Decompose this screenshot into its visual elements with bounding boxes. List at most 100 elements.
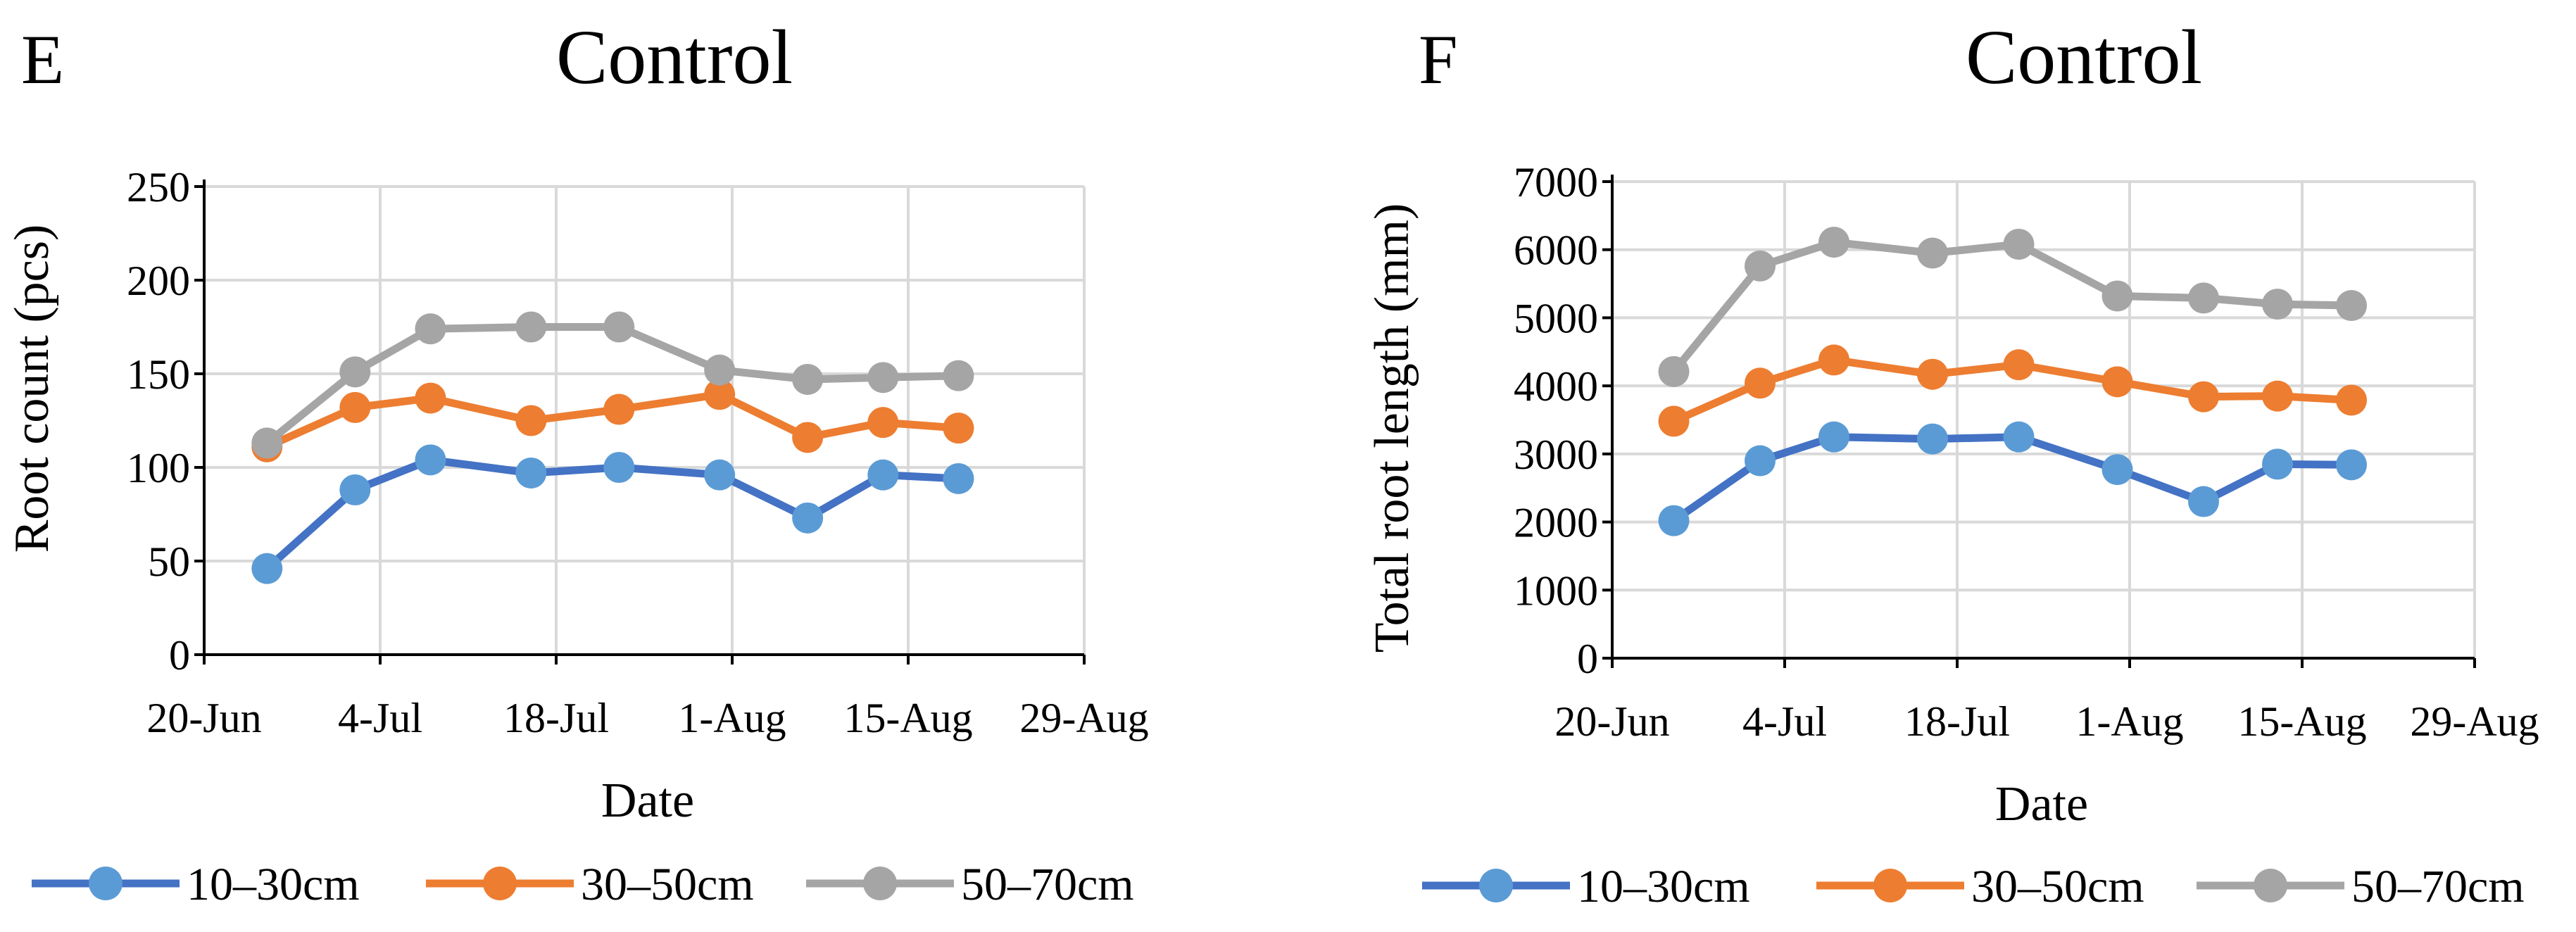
legend-label: 10–30cm [187,859,360,910]
data-point-series-2 [943,413,974,444]
x-tick-label: 29-Aug [1019,695,1148,741]
y-tick-label: 200 [127,258,190,304]
data-point-series-2 [2336,384,2367,416]
data-point-series-3 [415,313,446,345]
x-axis-label: Date [1995,777,2088,831]
legend-entry-1: 10–30cm [32,859,360,910]
data-point-series-3 [943,360,974,391]
data-point-series-3 [867,362,899,393]
data-point-series-1 [1818,421,1849,453]
data-point-series-2 [1917,358,1948,390]
legend: 10–30cm 30–50cm 50–70cm [32,859,1134,910]
data-point-series-3 [1745,250,1776,282]
data-point-series-1 [515,457,547,489]
data-point-series-1 [1745,445,1776,477]
data-point-series-2 [415,382,446,414]
y-tick-label: 3000 [1514,432,1598,478]
chart-title: Control [556,14,793,100]
series-lines [251,311,974,584]
data-point-series-2 [515,405,547,436]
y-tick-label: 0 [1577,636,1598,682]
chart-title: Control [1966,14,2202,100]
axes [1602,175,2476,668]
x-tick-label: 1-Aug [2075,698,2183,745]
data-point-series-1 [704,459,736,491]
data-point-series-1 [2003,421,2035,453]
x-tick-label: 18-Jul [1904,698,2010,745]
data-point-series-2 [1818,344,1849,376]
legend-entry-2: 30–50cm [1816,861,2144,912]
data-point-series-2 [2262,380,2293,412]
data-point-series-1 [603,452,635,483]
legend: 10–30cm 30–50cm 50–70cm [1422,861,2525,912]
x-tick-labels: 20-Jun 4-Jul 18-Jul 1-Aug 15-Aug 29-Aug [146,695,1148,741]
data-point-series-2 [2188,381,2219,413]
data-point-series-1 [2188,486,2219,517]
legend-entry-2: 30–50cm [426,859,754,910]
y-tick-label: 5000 [1514,295,1598,341]
y-tick-label: 4000 [1514,363,1598,410]
data-point-series-3 [1818,227,1849,258]
data-point-series-1 [2336,449,2367,481]
panel-label: F [1419,20,1458,99]
y-tick-labels: 0 1000 2000 3000 4000 5000 6000 7000 [1514,159,1598,682]
x-tick-label: 29-Aug [2410,698,2539,745]
data-point-series-2 [339,391,371,423]
y-tick-label: 1000 [1514,567,1598,614]
data-point-series-3 [2101,280,2133,312]
axes [194,180,1086,665]
legend-label: 30–50cm [1971,861,2144,912]
y-tick-label: 150 [127,351,190,398]
x-tick-label: 20-Jun [146,695,261,741]
legend-marker [89,867,122,900]
legend-label: 30–50cm [581,859,754,910]
data-point-series-3 [251,427,283,459]
data-point-series-1 [792,502,824,534]
data-point-series-3 [603,311,635,343]
x-tick-label: 20-Jun [1554,698,1669,745]
y-tick-label: 50 [148,539,190,585]
legend-entry-3: 50–70cm [2197,861,2525,912]
data-point-series-3 [339,356,371,388]
data-point-series-1 [415,444,446,476]
data-point-series-2 [792,422,824,453]
y-tick-label: 250 [127,164,190,210]
data-point-series-3 [2188,282,2219,314]
data-point-series-1 [1658,505,1690,536]
y-tick-label: 6000 [1514,227,1598,274]
legend-label: 50–70cm [961,859,1134,910]
x-tick-labels: 20-Jun 4-Jul 18-Jul 1-Aug 15-Aug 29-Aug [1554,698,2539,745]
y-tick-label: 2000 [1514,500,1598,546]
data-point-series-3 [2262,289,2293,320]
data-point-series-1 [1917,423,1948,455]
panel-label: E [21,20,64,99]
data-point-series-2 [603,393,635,425]
y-axis-label: Root count (pcs) [5,225,59,553]
y-tick-label: 0 [169,632,190,679]
legend-marker [2254,869,2287,902]
data-point-series-1 [251,553,283,584]
legend-marker [863,867,897,900]
data-point-series-2 [867,407,899,439]
legend-label: 50–70cm [2351,861,2525,912]
x-tick-label: 15-Aug [2237,698,2366,745]
x-tick-label: 15-Aug [843,695,972,741]
data-point-series-2 [1745,367,1776,399]
data-point-series-2 [1658,405,1690,437]
data-point-series-1 [2101,454,2133,486]
data-point-series-2 [2101,366,2133,398]
y-tick-label: 7000 [1514,159,1598,206]
legend-entry-1: 10–30cm [1422,861,1750,912]
data-point-series-3 [704,354,736,386]
y-axis-label: Total root length (mm) [1365,203,1419,653]
y-tick-labels: 0 50 100 150 200 250 [127,164,190,679]
data-point-series-1 [943,462,974,494]
data-point-series-1 [867,459,899,491]
x-tick-label: 1-Aug [678,695,786,741]
data-point-series-3 [792,363,824,395]
legend-marker [1873,869,1907,902]
panel-f: F Control 01000200030004000500060007000 … [1365,14,2539,912]
data-point-series-3 [2003,228,2035,260]
data-point-series-1 [339,474,371,505]
